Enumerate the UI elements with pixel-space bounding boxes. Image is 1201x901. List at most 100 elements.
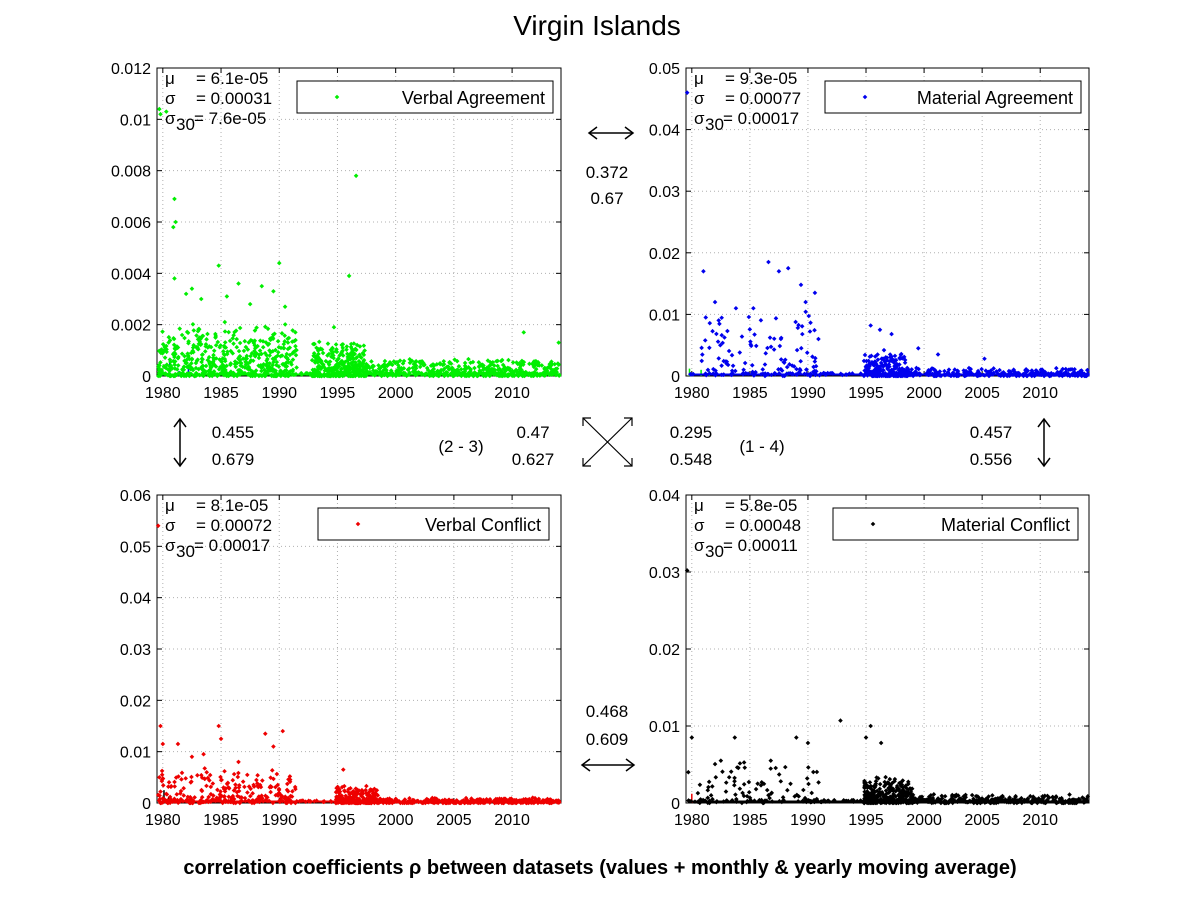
x-tick-label: 1980 [674, 385, 710, 402]
data-point [713, 774, 719, 780]
data-point [260, 344, 266, 350]
data-point [785, 265, 791, 271]
data-point [767, 335, 773, 340]
data-point [495, 367, 501, 373]
legend: Verbal Conflict [317, 507, 550, 541]
data-point [982, 356, 987, 362]
data-point [430, 795, 435, 801]
data-point [284, 787, 290, 793]
data-point [381, 367, 386, 373]
data-point [742, 765, 748, 770]
data-point [330, 346, 335, 351]
data-point [256, 355, 262, 361]
data-point [233, 782, 238, 787]
data-point [806, 765, 811, 770]
data-point [362, 348, 367, 353]
data-point [346, 794, 352, 800]
data-point [767, 795, 772, 801]
data-point [225, 349, 230, 355]
y-tick-label: 0.04 [649, 488, 680, 505]
data-point [707, 320, 713, 326]
data-point [882, 779, 888, 785]
data-point [888, 354, 893, 360]
data-point [277, 798, 283, 803]
data-point [268, 349, 274, 355]
data-point [155, 373, 161, 379]
x-tick-label: 1980 [674, 812, 710, 829]
data-point [374, 787, 380, 793]
data-point [458, 367, 464, 372]
data-point [164, 349, 169, 355]
data-point [804, 350, 810, 356]
data-point [282, 322, 288, 327]
data-point [329, 349, 335, 355]
data-point [531, 364, 537, 370]
data-point [935, 352, 941, 357]
data-point [814, 769, 820, 775]
data-point [189, 286, 195, 292]
data-point [899, 789, 904, 795]
data-point [248, 353, 253, 359]
data-point [440, 800, 446, 806]
data-point [318, 346, 323, 351]
data-point [804, 776, 810, 781]
data-point [867, 791, 873, 797]
data-point [476, 364, 482, 370]
data-point [888, 783, 893, 789]
data-point [234, 336, 240, 342]
data-point [556, 340, 561, 345]
data-point [513, 367, 519, 373]
data-point [484, 368, 490, 373]
corr-top-a: 0.372 [586, 163, 629, 182]
data-point [202, 349, 208, 354]
data-point [204, 770, 210, 775]
data-point [931, 792, 937, 797]
corr-diag14-b: 0.548 [670, 450, 713, 469]
data-point [810, 354, 815, 360]
data-point [1085, 794, 1091, 799]
data-point [222, 356, 228, 362]
data-point [162, 355, 168, 360]
data-point [825, 370, 831, 376]
data-point [207, 360, 213, 365]
stat-sigma30-value: = 0.00017 [723, 109, 799, 128]
data-point [155, 792, 161, 798]
data-point [718, 342, 723, 348]
data-point [740, 790, 745, 796]
data-point [195, 772, 200, 778]
data-point [487, 800, 493, 805]
data-point [275, 338, 281, 344]
data-point [1085, 367, 1090, 373]
y-tick-label: 0.008 [111, 164, 151, 181]
data-point [216, 366, 222, 372]
data-point [884, 355, 890, 361]
data-point [199, 352, 205, 358]
data-point [163, 791, 169, 797]
data-point [352, 351, 357, 357]
data-point [556, 373, 562, 379]
data-point [252, 345, 258, 351]
data-point [1008, 369, 1014, 374]
legend: Material Conflict [832, 507, 1079, 541]
data-point [326, 351, 332, 357]
data-point [211, 797, 217, 803]
data-point [333, 800, 339, 806]
data-point [793, 319, 798, 325]
data-point [868, 723, 873, 729]
data-point [725, 362, 731, 368]
data-point [882, 362, 888, 367]
data-point [157, 106, 162, 112]
data-point [915, 345, 921, 351]
data-point [191, 328, 197, 333]
data-point [869, 353, 874, 359]
data-point [689, 735, 695, 740]
data-point [182, 358, 187, 364]
data-point [294, 347, 299, 353]
data-point [418, 361, 424, 366]
data-point [868, 323, 873, 328]
data-point [505, 365, 511, 371]
data-point [768, 791, 774, 797]
data-point [695, 790, 701, 796]
data-point [158, 111, 163, 117]
data-point [444, 370, 450, 375]
